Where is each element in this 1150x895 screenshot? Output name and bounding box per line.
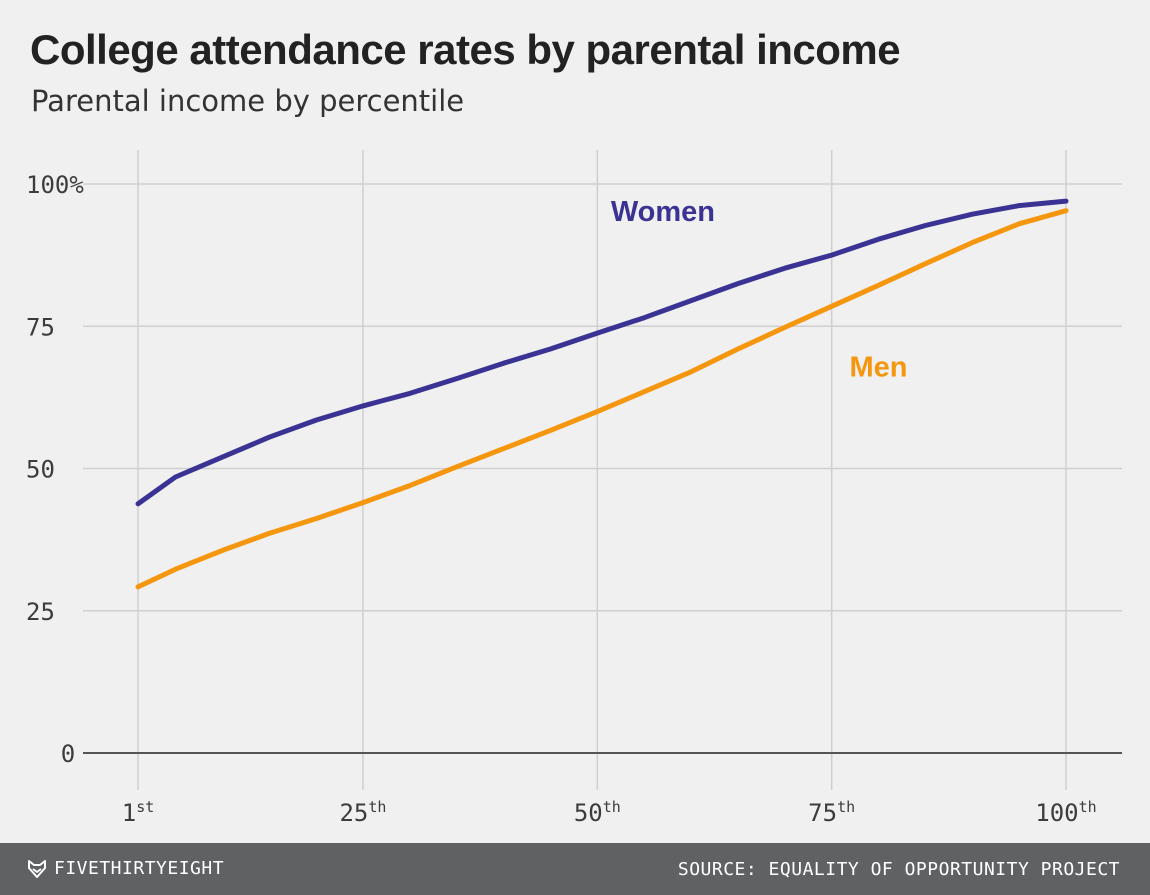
series-line-women (135, 198, 1069, 507)
chart-title: College attendance rates by parental inc… (30, 26, 901, 73)
series-labels: Women Men (611, 196, 908, 383)
line-chart: 1st 25th 50th 75th 100th 0 25 50 75 100% Women Men (26, 150, 1122, 827)
series-line-men (135, 208, 1069, 590)
fivethirtyeight-fox-icon (28, 859, 46, 878)
x-tick-label: 25th (339, 798, 386, 827)
footer-bar: FIVETHIRTYEIGHT SOURCE: EQUALITY OF OPPO… (0, 843, 1150, 895)
chart-subtitle: Parental income by percentile (31, 84, 465, 118)
y-tick-label: 0 (61, 740, 75, 768)
grid (83, 150, 1122, 790)
series-lines (135, 198, 1069, 590)
axes: 1st 25th 50th 75th 100th 0 25 50 75 100% (26, 171, 1097, 827)
x-tick-label: 1st (122, 798, 155, 827)
series-label-women: Women (611, 196, 715, 228)
brand[interactable]: FIVETHIRTYEIGHT (28, 858, 224, 879)
x-tick-label: 75th (808, 798, 855, 827)
series-label-men: Men (850, 351, 908, 383)
y-tick-label: 75 (26, 313, 55, 341)
y-tick-label: 25 (26, 598, 55, 626)
y-tick-label: 100% (26, 171, 84, 199)
source-note: SOURCE: EQUALITY OF OPPORTUNITY PROJECT (677, 859, 1120, 880)
x-tick-label: 50th (574, 798, 621, 827)
x-tick-label: 100th (1035, 798, 1096, 827)
brand-name: FIVETHIRTYEIGHT (54, 858, 225, 879)
y-tick-label: 50 (26, 456, 55, 484)
